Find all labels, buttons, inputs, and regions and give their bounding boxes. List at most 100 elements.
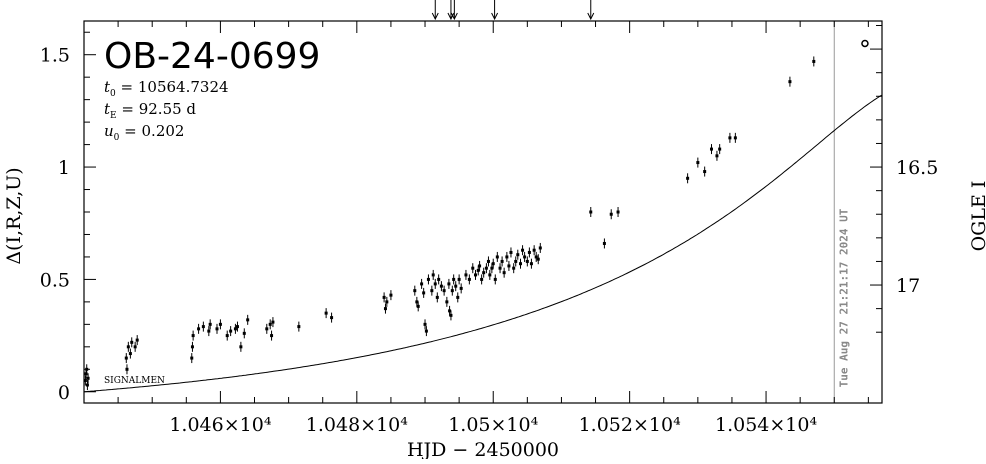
data-point <box>788 76 792 87</box>
x-tick-label: 1.048×10⁴ <box>306 414 408 436</box>
data-point <box>201 321 205 332</box>
point-marker <box>235 325 239 329</box>
point-marker <box>229 329 233 333</box>
point-marker <box>191 334 195 338</box>
point-marker <box>297 325 301 329</box>
data-point <box>709 144 713 155</box>
point-marker <box>536 257 540 261</box>
point-marker <box>523 255 527 259</box>
point-marker <box>433 282 437 286</box>
data-point <box>242 328 246 339</box>
x-tick-label: 1.054×10⁴ <box>715 414 817 436</box>
arrow-head <box>491 12 499 21</box>
point-marker <box>490 266 494 270</box>
point-marker <box>467 277 471 281</box>
point-marker <box>135 338 139 342</box>
point-marker <box>502 271 506 275</box>
data-point <box>297 321 301 332</box>
data-point <box>125 364 129 375</box>
data-point <box>478 260 482 271</box>
point-marker <box>696 161 700 165</box>
data-point <box>218 319 222 330</box>
point-marker <box>715 154 719 158</box>
data-point <box>130 337 134 348</box>
x-tick-label: 1.05×10⁴ <box>448 414 538 436</box>
data-point <box>602 238 606 249</box>
data-point <box>507 260 511 271</box>
point-marker <box>382 295 386 299</box>
point-marker <box>233 327 237 331</box>
point-marker <box>452 277 456 281</box>
data-point <box>609 209 613 220</box>
data-point <box>449 310 453 321</box>
point-marker <box>478 264 482 268</box>
data-point <box>424 326 428 337</box>
point-marker <box>447 282 451 286</box>
data-point <box>728 132 732 143</box>
point-marker <box>424 329 428 333</box>
data-point <box>527 247 531 258</box>
point-marker <box>486 259 490 263</box>
y-tick-label: 1 <box>58 157 70 179</box>
data-point <box>502 267 506 278</box>
point-marker <box>493 277 497 281</box>
data-point <box>420 278 424 289</box>
point-marker <box>385 300 389 304</box>
data-point <box>733 132 737 143</box>
point-marker <box>529 262 533 266</box>
data-point <box>538 242 542 253</box>
point-marker <box>242 331 246 335</box>
data-point <box>233 323 237 334</box>
data-point <box>482 267 486 278</box>
point-marker <box>471 266 475 270</box>
point-marker <box>473 273 477 277</box>
point-marker <box>239 345 243 349</box>
point-marker <box>437 277 441 281</box>
point-marker <box>84 372 88 376</box>
data-point <box>271 317 275 328</box>
data-point <box>85 380 89 391</box>
data-point <box>456 292 460 303</box>
data-point <box>324 308 328 319</box>
data-point <box>215 323 219 334</box>
data-point <box>457 274 461 285</box>
y-axis-title: Δ(I,R,Z,U) <box>3 167 25 264</box>
data-point <box>512 263 516 274</box>
point-marker <box>538 246 542 250</box>
point-marker <box>449 313 453 317</box>
point-marker <box>265 327 269 331</box>
point-marker <box>609 212 613 216</box>
data-point <box>383 303 387 314</box>
observation-arrow <box>447 0 455 21</box>
point-marker <box>445 300 449 304</box>
data-point <box>422 287 426 298</box>
data-point <box>225 330 229 341</box>
point-marker <box>480 277 484 281</box>
data-point <box>423 319 427 330</box>
point-marker <box>426 277 430 281</box>
point-marker <box>788 80 792 84</box>
data-point <box>718 144 722 155</box>
point-marker <box>413 289 417 293</box>
data-point <box>437 274 441 285</box>
data-point <box>686 173 690 184</box>
data-point <box>385 296 389 307</box>
data-point <box>430 285 434 296</box>
point-marker <box>450 289 454 293</box>
point-marker <box>495 255 499 259</box>
data-point <box>452 274 456 285</box>
data-point <box>442 285 446 296</box>
data-point <box>519 258 523 269</box>
point-marker <box>464 273 468 277</box>
data-point <box>467 274 471 285</box>
point-marker <box>225 334 229 338</box>
point-marker <box>125 367 129 371</box>
y2-tick-label: 16.5 <box>896 157 938 179</box>
data-point <box>505 251 509 262</box>
point-marker <box>589 210 593 214</box>
point-marker <box>519 262 523 266</box>
data-point <box>190 341 194 352</box>
data-point <box>270 330 274 341</box>
point-marker <box>498 266 502 270</box>
